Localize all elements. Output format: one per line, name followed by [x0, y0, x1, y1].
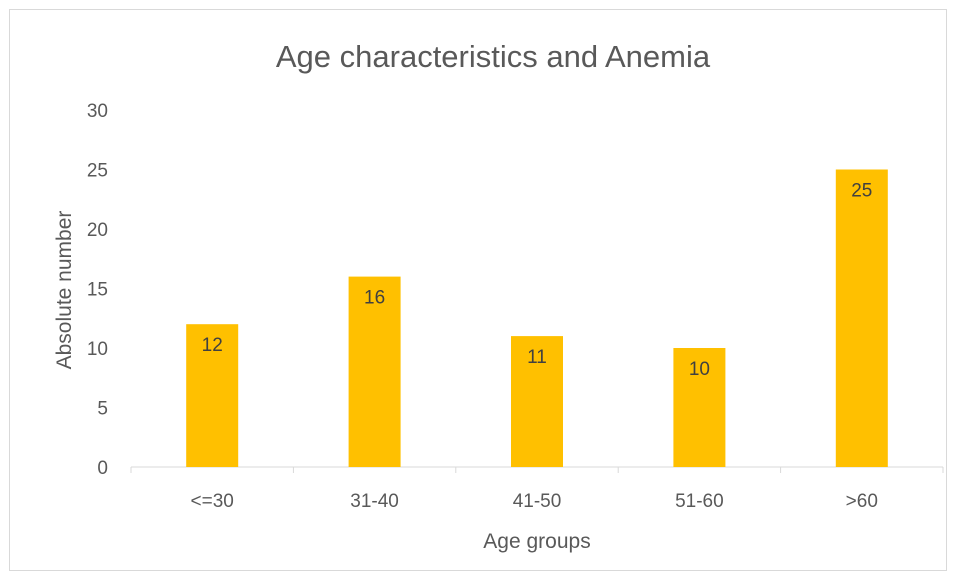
data-label: 16	[364, 288, 385, 309]
y-tick-label: 30	[87, 101, 108, 122]
y-tick-label: 25	[87, 161, 108, 182]
bars	[186, 169, 888, 467]
data-label: 12	[202, 335, 223, 356]
data-label: 25	[851, 181, 872, 202]
x-tick-label: 31-40	[350, 491, 399, 512]
x-tick-label: 41-50	[513, 491, 562, 512]
bar	[673, 348, 726, 467]
y-tick-label: 5	[97, 399, 108, 420]
chart-frame	[9, 9, 947, 571]
data-labels: 12 16 11 10 25	[202, 181, 873, 381]
data-label: 10	[689, 359, 710, 380]
x-axis-label: Age groups	[483, 530, 590, 553]
y-tick-label: 10	[87, 339, 108, 360]
y-tick-label: 15	[87, 280, 108, 301]
bar	[186, 324, 239, 467]
data-label: 11	[527, 347, 547, 368]
x-tick-labels: <=30 31-40 41-50 51-60 >60	[130, 467, 944, 512]
x-tick-label: >60	[846, 491, 878, 512]
y-axis-label: Absolute number	[53, 211, 76, 370]
y-tick-labels: 0 5 10 15 20 25 30	[87, 101, 108, 479]
y-tick-label: 20	[87, 220, 108, 241]
chart-title: Age characteristics and Anemia	[276, 39, 711, 74]
bar	[835, 169, 888, 467]
bar	[348, 276, 401, 467]
x-tick-label: 51-60	[675, 491, 724, 512]
y-tick-label: 0	[97, 458, 108, 479]
x-tick-label: <=30	[191, 491, 234, 512]
bar	[511, 336, 563, 467]
